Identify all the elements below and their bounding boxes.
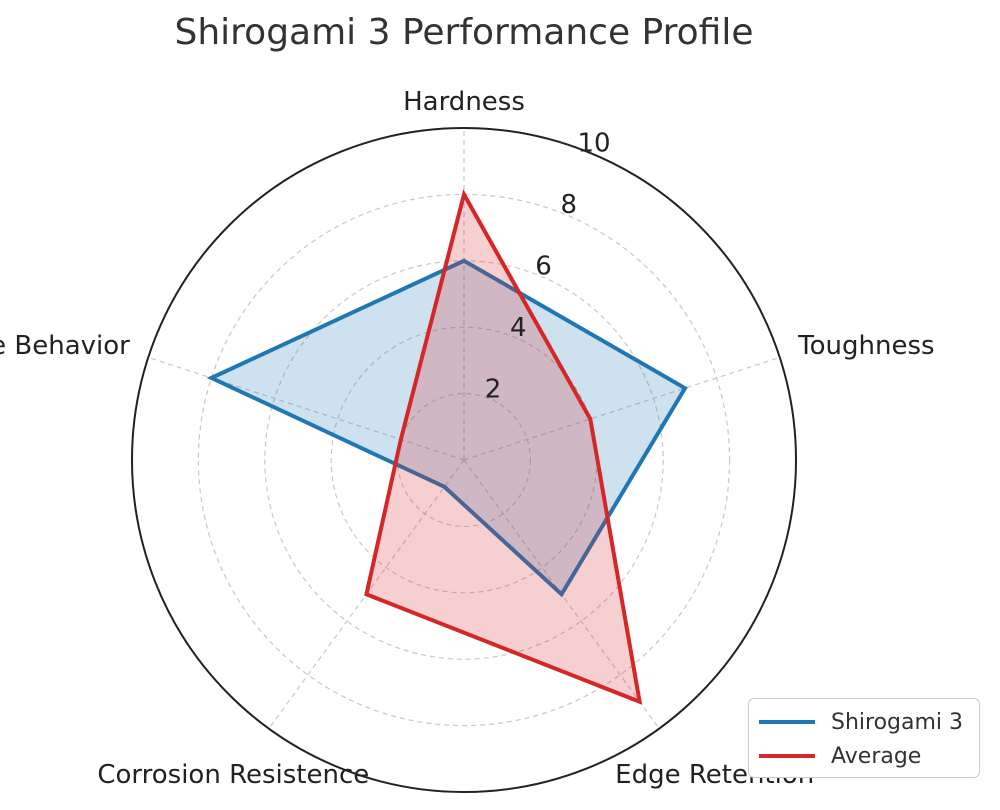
grid-spoke [463, 356, 780, 461]
axis-label: Toughness [797, 331, 934, 361]
data-point [683, 386, 687, 390]
r-tick-label: 10 [577, 129, 610, 159]
data-point [364, 592, 368, 596]
axis-label: Hardness [403, 87, 525, 117]
chart-title: Shirogami 3 Performance Profile [174, 12, 754, 53]
grid-layer [131, 127, 797, 793]
axis-label: Corrosion Resistence [97, 760, 369, 790]
data-point [209, 376, 213, 380]
r-tick-label: 6 [535, 252, 552, 282]
r-tick-label: 4 [510, 313, 527, 343]
data-point [588, 417, 592, 421]
legend-label: Average [831, 743, 922, 769]
legend-swatch [759, 720, 815, 724]
data-point [638, 700, 642, 704]
series-line [364, 189, 643, 705]
data-point [442, 485, 446, 489]
axis-label: Edge Behavior [0, 331, 130, 361]
series-line [206, 258, 688, 598]
data-point [462, 192, 466, 196]
r-tick-label: 8 [561, 190, 578, 220]
series-fill [211, 260, 686, 595]
legend-item-series-1: Shirogami 3 [759, 707, 963, 737]
data-point [462, 259, 466, 263]
legend-label: Shirogami 3 [831, 709, 964, 735]
r-tick-label: 2 [485, 374, 502, 404]
data-point [560, 592, 564, 596]
grid-spoke [148, 356, 465, 461]
legend: Shirogami 3 Average [748, 698, 980, 778]
legend-swatch [759, 754, 815, 758]
legend-item-series-2: Average [759, 741, 921, 771]
series-layer [206, 189, 688, 705]
data-point [399, 437, 403, 441]
series-fill [366, 194, 640, 702]
outer-frame [131, 127, 797, 793]
